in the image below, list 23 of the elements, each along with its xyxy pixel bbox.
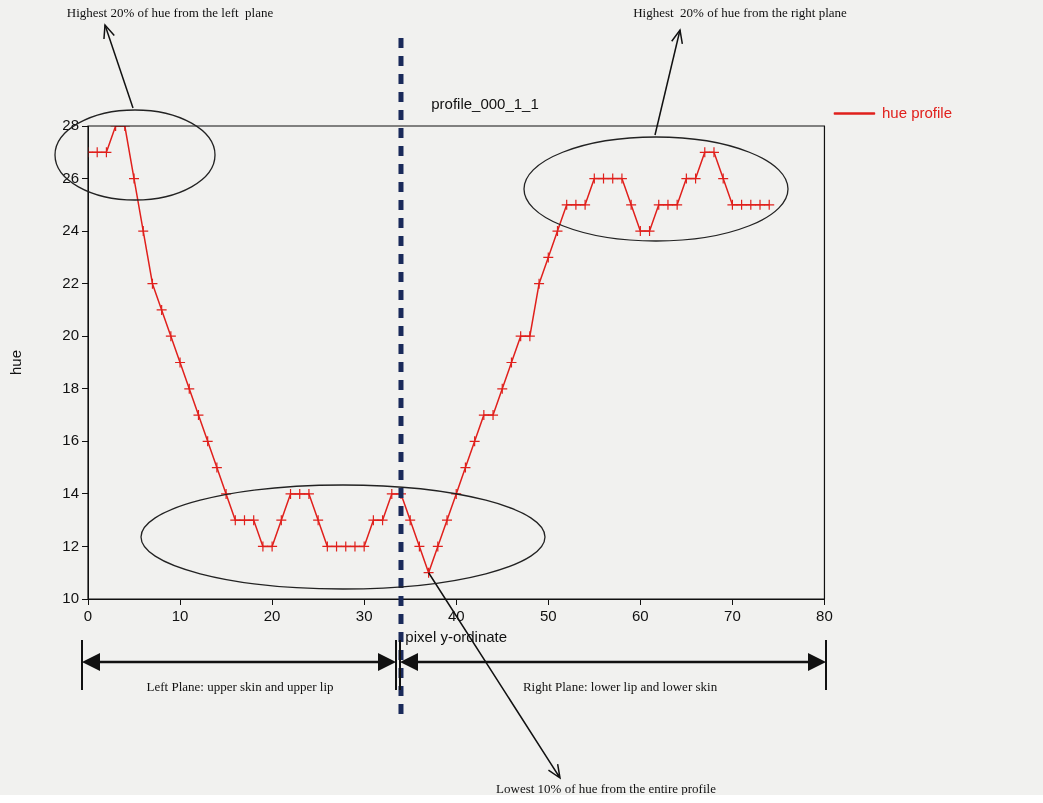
- chart-title: profile_000_1_1: [431, 95, 539, 113]
- y-tick-label: 20: [62, 326, 79, 344]
- x-tick-label: 60: [631, 607, 649, 625]
- x-tick-label: 70: [724, 607, 741, 625]
- text: Highest 20% of hue from the left plane: [66, 5, 274, 21]
- y-tick-label: 10: [62, 589, 79, 607]
- x-tick-label: 80: [816, 607, 833, 625]
- legend-label: hue profile: [881, 103, 953, 121]
- x-tick-label: 50: [539, 607, 557, 625]
- y-tick-label: 22: [62, 273, 79, 291]
- y-tick-label: 24: [62, 221, 79, 239]
- y-tick-label: 14: [62, 484, 79, 502]
- y-axis-title: hue: [7, 349, 25, 376]
- x-tick-label: 20: [263, 607, 281, 625]
- text: Highest 20% of hue from the right plane: [633, 5, 848, 21]
- x-tick-label: 30: [355, 607, 373, 625]
- x-tick-label: 0: [83, 607, 93, 625]
- y-tick-label: 16: [62, 431, 79, 449]
- text: Right Plane: lower lip and lower skin: [522, 679, 718, 695]
- y-tick-label: 12: [62, 536, 79, 554]
- y-tick-label: 18: [62, 378, 79, 396]
- x-tick-label: 10: [171, 607, 189, 625]
- text: Left Plane: upper skin and upper lip: [146, 679, 334, 695]
